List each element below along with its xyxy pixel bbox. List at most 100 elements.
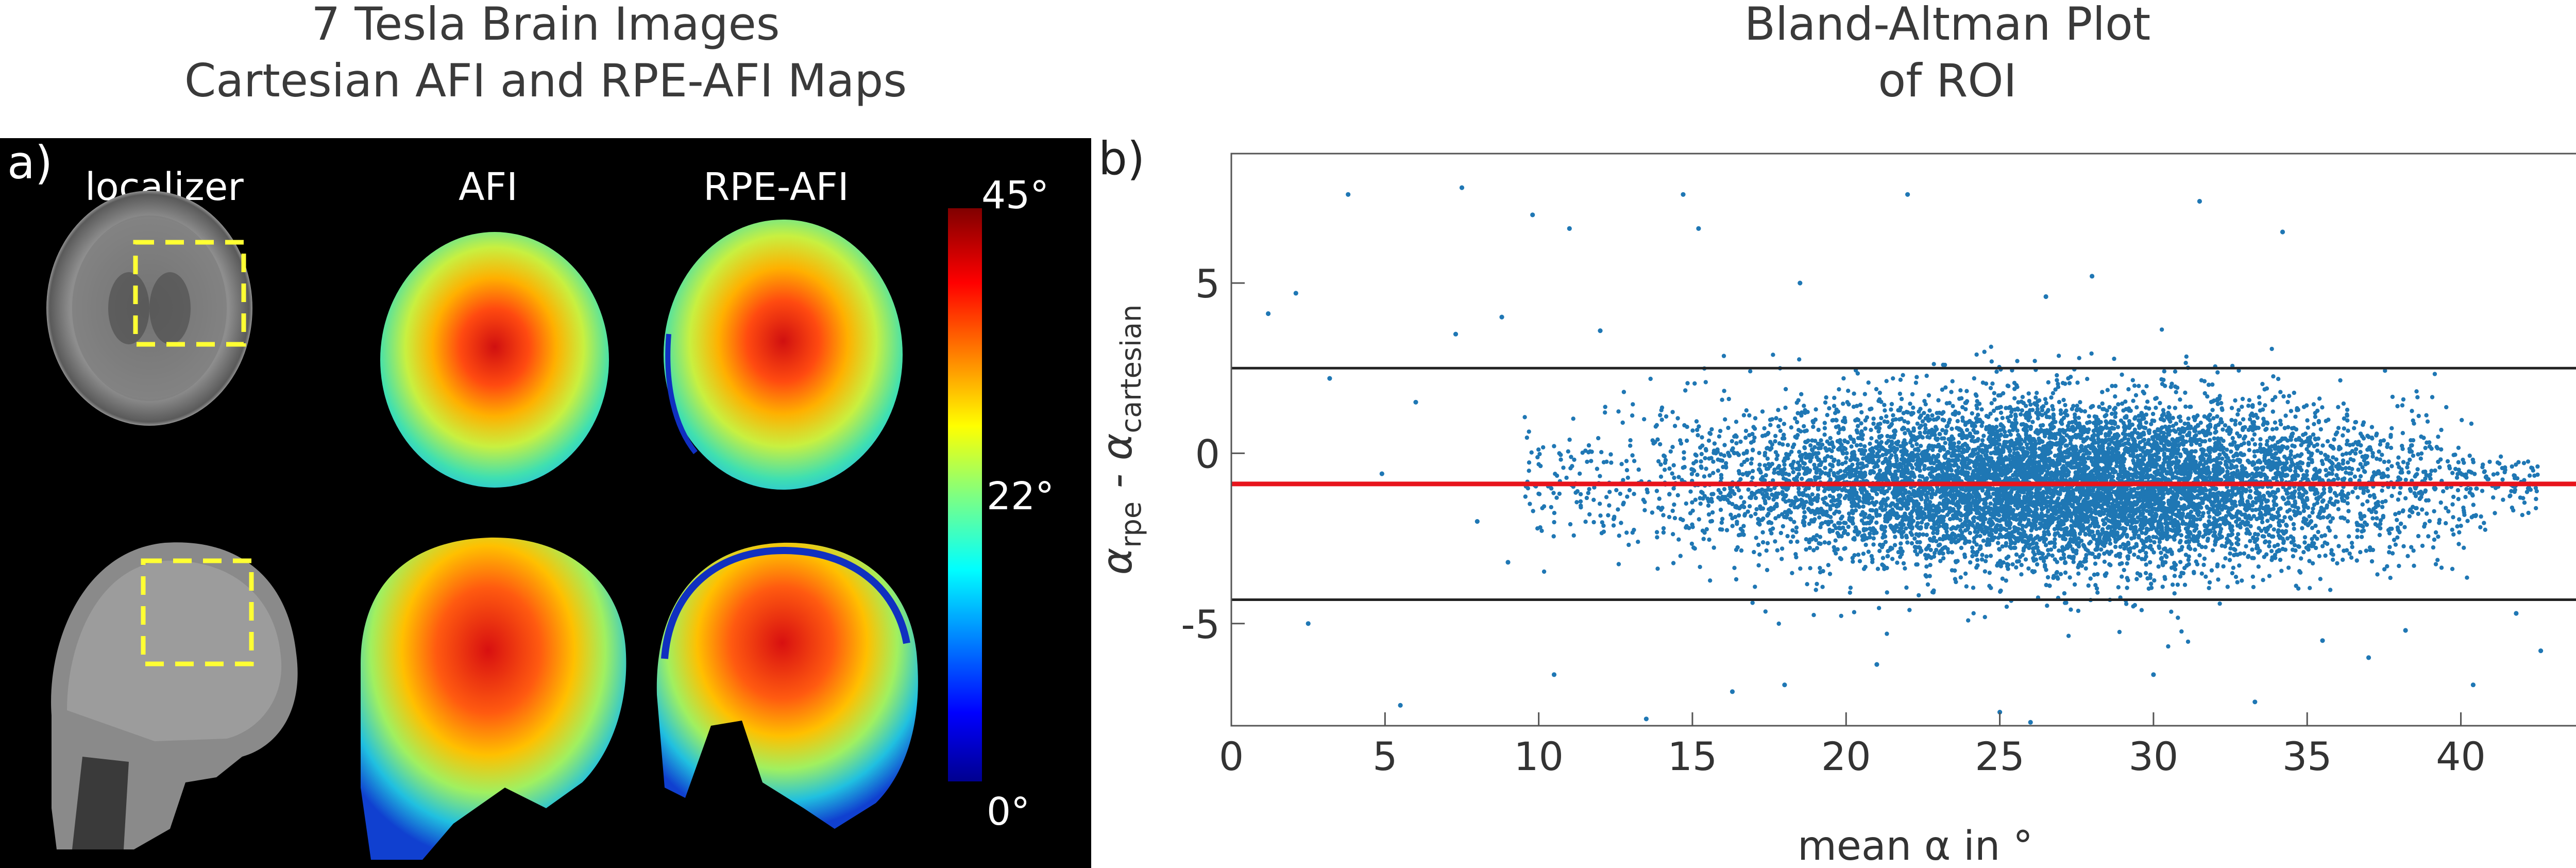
scatter-point xyxy=(1760,540,1766,545)
scatter-point xyxy=(2161,408,2166,412)
scatter-point xyxy=(1604,459,1609,464)
scatter-point xyxy=(2378,518,2383,523)
scatter-point xyxy=(1863,542,1868,547)
scatter-point xyxy=(1820,470,1824,475)
scatter-point xyxy=(2371,493,2376,497)
scatter-point xyxy=(1773,539,1777,544)
scatter-point xyxy=(2411,548,2416,553)
scatter-point xyxy=(2278,506,2283,511)
scatter-point xyxy=(2093,561,2098,566)
scatter-point xyxy=(2183,404,2188,409)
scatter-point xyxy=(1880,542,1886,547)
scatter-point xyxy=(2324,468,2328,473)
scatter-point xyxy=(1756,563,1761,568)
scatter-point xyxy=(2075,404,2079,408)
scatter-point xyxy=(2104,419,2108,424)
scatter-point xyxy=(1682,450,1686,455)
scatter-point xyxy=(2382,567,2387,572)
afi-axial-map xyxy=(380,232,609,488)
scatter-point xyxy=(1776,621,1781,626)
scatter-point xyxy=(1703,380,1708,385)
scatter-point xyxy=(2421,436,2426,440)
brain-image-panel: a) localizer AFI RPE-AFI xyxy=(0,138,1091,868)
scatter-point xyxy=(2289,409,2294,413)
scatter-point xyxy=(2168,419,2173,424)
scatter-point xyxy=(2248,413,2253,418)
scatter-point xyxy=(1775,548,1780,553)
scatter-point xyxy=(1540,506,1545,510)
scatter-point xyxy=(1950,568,1955,573)
scatter-point xyxy=(2338,378,2343,383)
scatter-point xyxy=(2296,544,2301,549)
scatter-point xyxy=(1827,572,1833,576)
scatter-point xyxy=(1897,461,1902,466)
scatter-point xyxy=(1672,475,1676,480)
scatter-point xyxy=(2020,395,2025,399)
scatter-point xyxy=(1826,563,1831,567)
scatter-point xyxy=(1971,550,1976,555)
scatter-point xyxy=(1690,525,1695,529)
scatter-point xyxy=(2276,529,2280,535)
scatter-point xyxy=(1757,450,1761,455)
scatter-point xyxy=(1818,565,1822,571)
scatter-point xyxy=(1884,379,1889,383)
scatter-point xyxy=(2063,403,2067,408)
scatter-point xyxy=(2463,495,2468,499)
scatter-point xyxy=(2250,547,2255,552)
scatter-point xyxy=(2352,474,2358,479)
scatter-point xyxy=(2178,574,2183,579)
scatter-point xyxy=(2332,437,2336,442)
scatter-point xyxy=(1858,403,1863,407)
scatter-point xyxy=(2418,456,2423,461)
scatter-point xyxy=(1794,525,1799,530)
scatter-point xyxy=(2151,535,2156,539)
scatter-point xyxy=(1918,430,1922,436)
scatter-point xyxy=(2273,395,2278,399)
scatter-point xyxy=(1919,444,1923,448)
scatter-point xyxy=(2392,538,2397,542)
scatter-point xyxy=(1628,443,1633,448)
scatter-point xyxy=(2220,408,2225,412)
scatter-point xyxy=(2350,490,2355,494)
scatter-point xyxy=(2300,526,2304,530)
scatter-point xyxy=(2356,468,2361,472)
scatter-point xyxy=(2215,414,2219,419)
afi-sagittal-map xyxy=(361,537,626,860)
scatter-point xyxy=(1903,488,1908,493)
scatter-point xyxy=(2063,570,2068,575)
scatter-point xyxy=(2217,601,2222,606)
scatter-point xyxy=(2292,526,2296,531)
scatter-point xyxy=(2451,532,2456,537)
scatter-point xyxy=(2215,370,2220,375)
scatter-point xyxy=(2057,548,2061,553)
scatter-point xyxy=(1752,549,1756,555)
scatter-point xyxy=(2365,433,2370,438)
scatter-point xyxy=(1624,468,1630,473)
scatter-point xyxy=(2207,580,2212,585)
rpe-afi-sagittal-map xyxy=(656,542,918,829)
scatter-point xyxy=(2043,543,2048,547)
scatter-point xyxy=(1884,441,1889,445)
scatter-point xyxy=(2389,464,2394,469)
scatter-point xyxy=(1730,439,1734,444)
scatter-point xyxy=(1836,430,1841,436)
scatter-point xyxy=(1748,369,1753,374)
scatter-point xyxy=(2320,405,2325,410)
scatter-point xyxy=(1846,524,1851,529)
scatter-point xyxy=(1791,534,1795,539)
scatter-point xyxy=(2423,476,2428,481)
scatter-point xyxy=(2063,443,2068,448)
scatter-point xyxy=(1901,373,1905,377)
scatter-point xyxy=(2457,517,2462,522)
scatter-point xyxy=(1844,451,1849,456)
scatter-point xyxy=(2304,518,2309,522)
scatter-point xyxy=(2456,460,2461,464)
scatter-point xyxy=(1846,389,1851,393)
scatter-point xyxy=(2298,570,2303,575)
scatter-point xyxy=(1786,443,1790,447)
scatter-point xyxy=(2423,445,2428,450)
scatter-point xyxy=(2385,564,2389,569)
scatter-point xyxy=(1897,391,1903,396)
scatter-point xyxy=(2211,416,2216,421)
scatter-point xyxy=(2455,524,2460,529)
